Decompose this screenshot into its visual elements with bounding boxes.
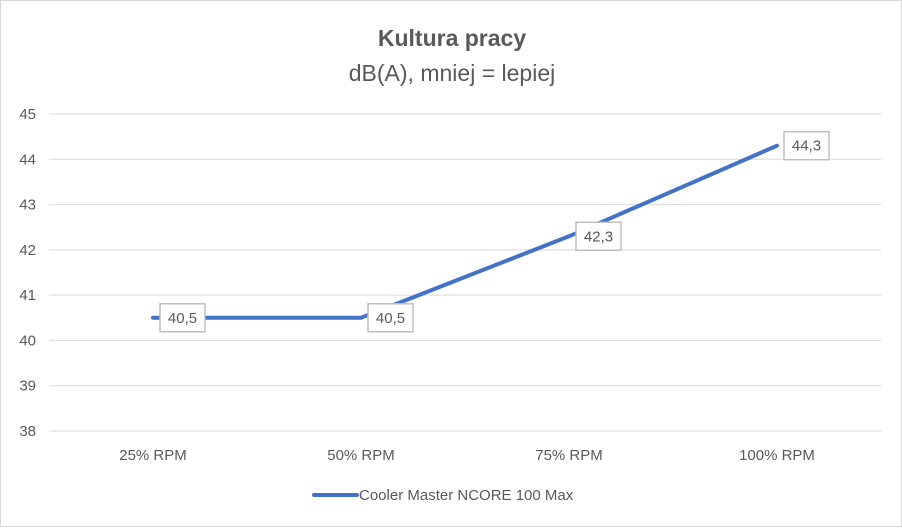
gridlines — [49, 114, 881, 431]
y-tick-label: 43 — [19, 197, 36, 214]
data-label-text: 44,3 — [792, 138, 821, 155]
y-tick-label: 38 — [19, 423, 36, 440]
chart-title: Kultura pracy — [378, 25, 526, 51]
series-layer — [153, 146, 777, 318]
data-label: 40,5 — [368, 304, 413, 332]
y-tick-label: 44 — [19, 151, 36, 168]
x-axis: 25% RPM 50% RPM 75% RPM 100% RPM — [119, 447, 815, 464]
chart-subtitle: dB(A), mniej = lepiej — [349, 60, 555, 86]
x-tick-label: 25% RPM — [119, 447, 187, 464]
x-tick-label: 100% RPM — [739, 447, 815, 464]
legend: Cooler Master NCORE 100 Max — [314, 487, 574, 504]
data-labels: 40,5 40,5 42,3 44,3 — [160, 132, 829, 332]
series-line — [153, 146, 777, 318]
data-label-text: 40,5 — [376, 310, 405, 327]
y-tick-label: 41 — [19, 287, 36, 304]
x-tick-label: 50% RPM — [327, 447, 395, 464]
data-label: 44,3 — [784, 132, 829, 160]
y-tick-label: 39 — [19, 378, 36, 395]
y-axis: 38 39 40 41 42 43 44 45 — [19, 106, 36, 440]
y-tick-label: 45 — [19, 106, 36, 123]
data-label-text: 40,5 — [168, 310, 197, 327]
data-label-text: 42,3 — [584, 228, 613, 245]
y-tick-label: 42 — [19, 242, 36, 259]
data-label: 42,3 — [576, 222, 621, 250]
legend-label: Cooler Master NCORE 100 Max — [359, 487, 574, 504]
x-tick-label: 75% RPM — [535, 447, 603, 464]
data-label: 40,5 — [160, 304, 205, 332]
y-tick-label: 40 — [19, 332, 36, 349]
